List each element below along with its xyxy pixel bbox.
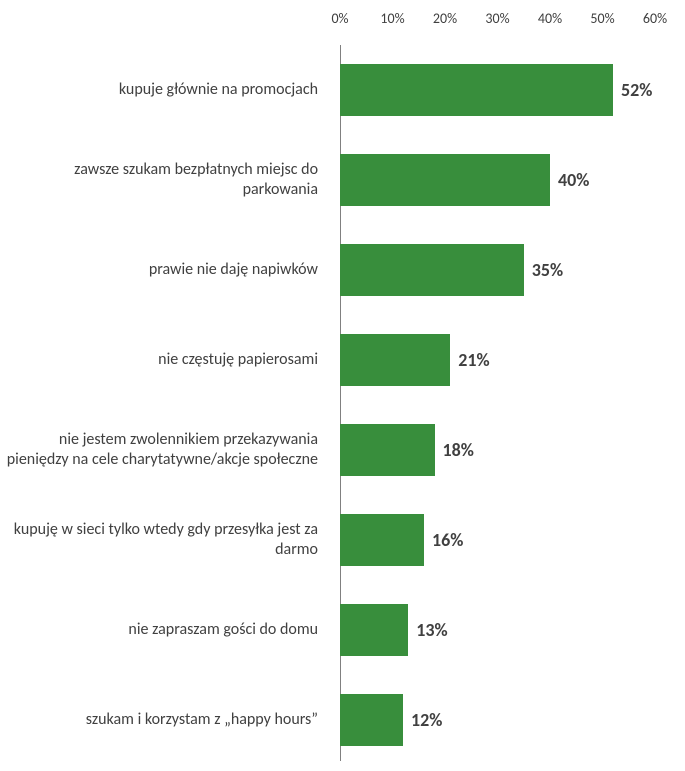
plot-area: kupuje głównie na promocjach 52% zawsze sz… (0, 45, 655, 761)
chart-row: szukam i korzystam z „happy hours” 12% (0, 675, 655, 765)
bar-value: 18% (435, 439, 474, 461)
chart-row: prawie nie daję napiwków 35% (0, 225, 655, 315)
bar-label: nie częstuję papierosami (0, 350, 330, 370)
bar (340, 514, 424, 566)
bar-wrap: 35% (340, 225, 655, 315)
x-axis-tick: 60% (643, 10, 667, 27)
bar-label: kupuję w sieci tylko wtedy gdy przesyłka… (0, 520, 330, 560)
x-axis-tick: 50% (590, 10, 614, 27)
bar-label: zawsze szukam bezpłatnych miejsc do park… (0, 160, 330, 200)
bar-wrap: 13% (340, 585, 655, 675)
bar (340, 154, 550, 206)
bar (340, 64, 613, 116)
bar-value: 52% (613, 79, 652, 101)
bar (340, 604, 408, 656)
bar-value: 13% (408, 619, 447, 641)
bar-label: szukam i korzystam z „happy hours” (0, 710, 330, 730)
x-axis-tick: 30% (485, 10, 509, 27)
x-axis-tick: 0% (331, 10, 348, 27)
bar-wrap: 40% (340, 135, 655, 225)
x-axis-tick: 40% (538, 10, 562, 27)
x-axis: 0%10%20%30%40%50%60% (340, 10, 655, 40)
bar-chart: 0% 10% 20% 30% 40% 50% 60% kupuje głównie na p… (0, 0, 685, 771)
bar-wrap: 52% (340, 45, 655, 135)
chart-row: kupuje głównie na promocjach 52% (0, 45, 655, 135)
bar (340, 334, 450, 386)
chart-row: zawsze szukam bezpłatnych miejsc do park… (0, 135, 655, 225)
chart-row: nie zapraszam gości do domu 13% (0, 585, 655, 675)
chart-row: nie częstuję papierosami 21% (0, 315, 655, 405)
bar-value: 40% (550, 169, 589, 191)
bar-value: 16% (424, 529, 463, 551)
bar-wrap: 18% (340, 405, 655, 495)
chart-row: kupuję w sieci tylko wtedy gdy przesyłka… (0, 495, 655, 585)
bar-label: nie zapraszam gości do domu (0, 620, 330, 640)
x-axis-tick: 20% (433, 10, 457, 27)
x-axis-tick: 10% (380, 10, 404, 27)
bar-wrap: 16% (340, 495, 655, 585)
bar-label: nie jestem zwolennikiem przekazywania pi… (0, 430, 330, 470)
bar (340, 424, 435, 476)
bar-value: 12% (403, 709, 442, 731)
bar (340, 694, 403, 746)
bar-wrap: 21% (340, 315, 655, 405)
bar-value: 35% (524, 259, 563, 281)
bar-wrap: 12% (340, 675, 655, 765)
bar-label: kupuje głównie na promocjach (0, 80, 330, 100)
bar (340, 244, 524, 296)
chart-row: nie jestem zwolennikiem przekazywania pi… (0, 405, 655, 495)
bar-label: prawie nie daję napiwków (0, 260, 330, 280)
bar-value: 21% (450, 349, 489, 371)
